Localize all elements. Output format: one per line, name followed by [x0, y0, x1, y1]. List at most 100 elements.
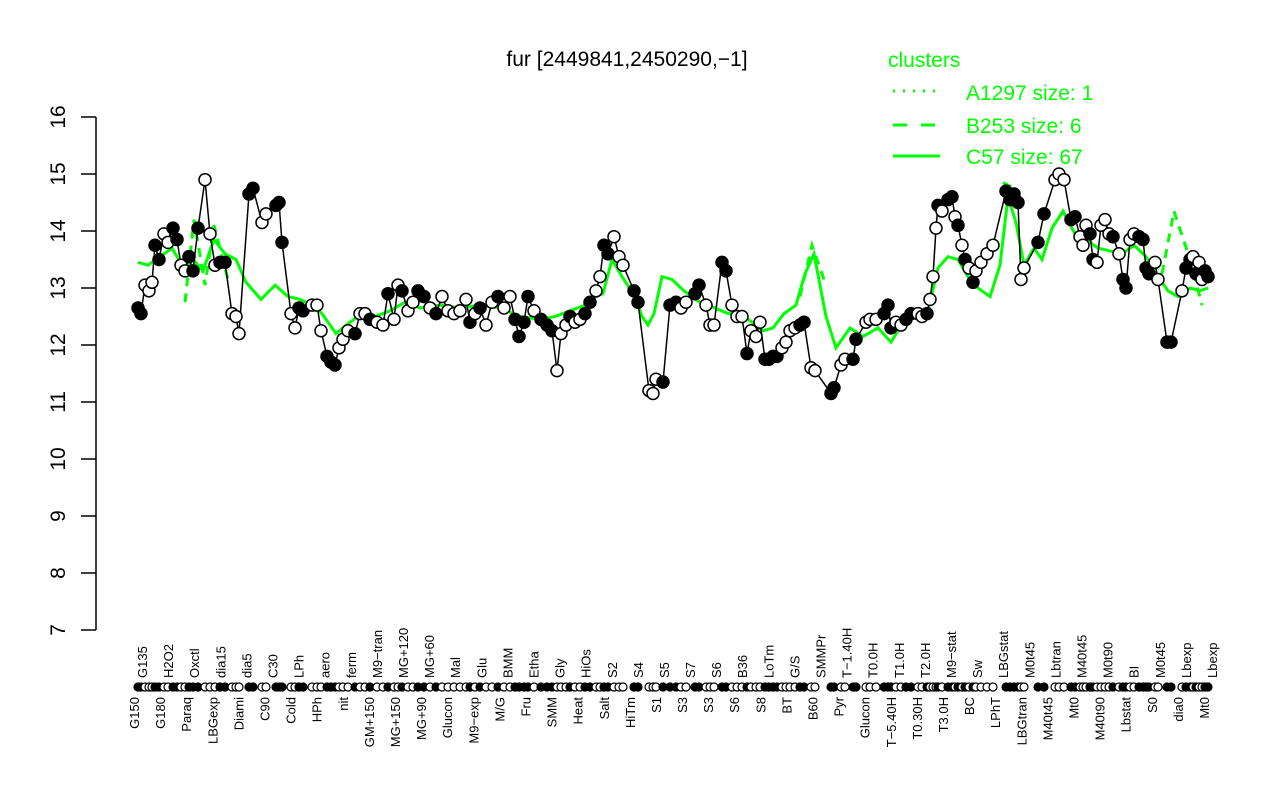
data-point-open — [593, 269, 607, 284]
data-point-open — [753, 315, 767, 329]
data-point-open — [749, 329, 763, 344]
data-point-open — [1112, 247, 1126, 261]
data-point-filled — [381, 286, 395, 301]
data-point-open — [1175, 284, 1189, 298]
data-point-filled — [601, 247, 615, 261]
data-point-filled — [627, 284, 641, 298]
data-point-open — [435, 289, 449, 304]
chart-title-group: fur [2449841,2450290,−1] — [506, 48, 747, 71]
data-point-filled — [182, 249, 196, 264]
data-point-open — [1076, 238, 1090, 252]
data-point-filled — [417, 289, 431, 304]
x-tick-label: M0t90 — [1101, 642, 1116, 678]
observed-series — [131, 167, 1215, 401]
x-tick-label: G180 — [153, 697, 168, 729]
x-tick-label: dia5 — [239, 653, 254, 678]
x-tick-label: Sw — [970, 659, 985, 678]
data-point-filled — [166, 221, 180, 235]
x-tick-label: GM+150 — [362, 697, 377, 747]
x-tick-label: Salt — [597, 697, 612, 720]
data-point-filled — [920, 306, 934, 321]
data-point-open — [679, 295, 693, 309]
data-point-filled — [1031, 235, 1045, 250]
x-tick-label: T2.0H — [918, 643, 933, 678]
data-point-filled — [191, 221, 205, 235]
data-point-open — [1014, 272, 1028, 287]
x-axis-rug — [133, 682, 1213, 692]
data-point-open — [198, 172, 212, 187]
x-tick-label: M40t45 — [1075, 635, 1090, 678]
x-tick-label: S4 — [631, 662, 646, 678]
data-point-open — [1017, 261, 1031, 275]
data-point-open — [145, 275, 159, 290]
rug-mark — [234, 682, 244, 692]
x-tick-label: SMM — [545, 697, 560, 727]
data-point-open — [229, 309, 243, 324]
x-tick-label: M9−exp — [466, 697, 481, 744]
x-tick-label: MG+90 — [414, 697, 429, 740]
data-point-filled — [272, 195, 286, 210]
x-tick-label: B36 — [735, 655, 750, 678]
data-point-filled — [395, 284, 409, 298]
rug-mark — [618, 682, 628, 692]
data-point-filled — [797, 315, 811, 329]
y-tick-label: 7 — [47, 624, 70, 636]
data-point-open — [1057, 172, 1071, 187]
x-tick-label: T1.0H — [892, 643, 907, 678]
x-tick-label: T−5.40H — [884, 697, 899, 747]
data-point-open — [314, 324, 328, 338]
rug-mark — [840, 682, 850, 692]
data-point-filled — [1083, 227, 1097, 241]
cluster-b253-line — [798, 239, 826, 297]
rug-mark — [248, 682, 258, 692]
x-tick-label: Mal — [448, 657, 463, 678]
x-tick-label: LBGtran — [1014, 697, 1029, 745]
x-tick-label: Heat — [571, 697, 586, 725]
y-tick-label: 13 — [47, 276, 70, 299]
data-point-open — [923, 292, 937, 307]
data-point-open — [935, 204, 949, 218]
x-tick-label: BT — [779, 697, 794, 714]
data-point-filled — [1011, 195, 1025, 210]
rug-mark — [298, 682, 308, 692]
data-point-open — [986, 238, 1000, 252]
rug-mark — [1166, 682, 1176, 692]
x-tick-label: LoTm — [761, 645, 776, 678]
x-tick-label: M/G — [492, 697, 507, 722]
data-point-open — [735, 309, 749, 324]
y-tick-label: 10 — [47, 447, 70, 470]
data-point-filled — [218, 255, 232, 270]
data-point-filled — [348, 326, 362, 341]
x-tick-label: M0t45 — [1022, 642, 1037, 678]
x-tick-label: dia0 — [1171, 697, 1186, 722]
data-point-filled — [951, 218, 965, 233]
x-axis-labels: G135 H2O2 Oxctl dia15 dia5 C30 LPh aero ferm M9−t… — [127, 628, 1220, 747]
data-point-open — [387, 312, 401, 327]
data-point-open — [808, 363, 822, 378]
data-point-open — [607, 229, 621, 244]
x-tick-label: Etha — [526, 650, 541, 678]
x-tick-label: S0 — [1145, 697, 1160, 713]
data-point-filled — [186, 264, 200, 278]
data-point-filled — [692, 278, 706, 292]
x-tick-label: Lbstat — [1119, 697, 1134, 733]
x-tick-label: T3.0H — [936, 697, 951, 732]
x-tick-label: S1 — [649, 697, 664, 713]
data-point-filled — [740, 346, 754, 361]
x-tick-label: LBGstat — [996, 631, 1011, 678]
data-point-filled — [134, 306, 148, 321]
data-point-open — [503, 289, 517, 304]
data-point-open — [1098, 212, 1112, 227]
data-point-filled — [1068, 210, 1082, 224]
x-tick-label: S3 — [701, 697, 716, 713]
data-point-filled — [578, 306, 592, 321]
data-point-open — [406, 295, 420, 309]
x-tick-label: ferm — [344, 652, 359, 678]
x-tick-label: Pyr — [832, 696, 847, 716]
data-point-filled — [517, 315, 531, 329]
data-point-open — [527, 304, 541, 318]
x-tick-label: Lbexp — [1205, 643, 1220, 678]
x-tick-label: G135 — [135, 646, 150, 678]
x-tick-label: Lbtran — [1048, 641, 1063, 678]
